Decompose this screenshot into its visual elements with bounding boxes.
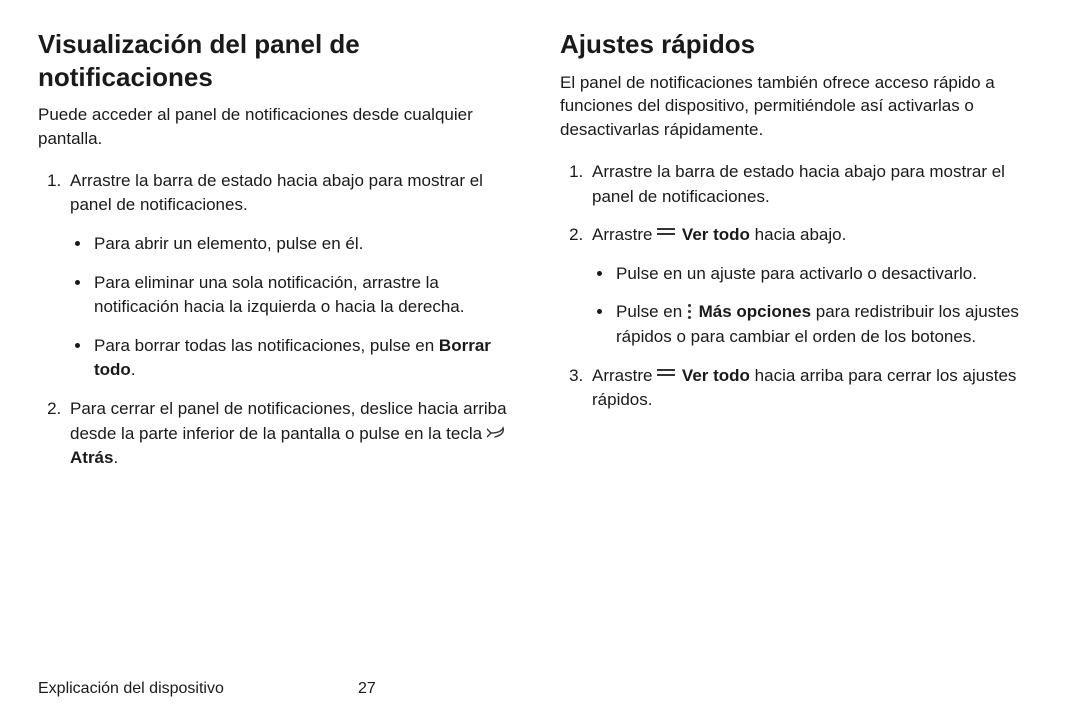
right-step-2: Arrastre Ver todo hacia abajo. Pulse en … [588,223,1042,350]
back-icon [487,426,507,440]
left-step-1-bullet-1: Para abrir un elemento, pulse en él. [92,232,520,257]
left-heading: Visualización del panel de notificacione… [38,28,520,93]
left-intro: Puede acceder al panel de notificaciones… [38,103,520,151]
left-step-2a: Para cerrar el panel de notificaciones, … [70,399,507,443]
drag-handle-icon [657,369,675,376]
left-step-1-bullet-2: Para eliminar una sola notificación, arr… [92,271,520,320]
right-step-3: Arrastre Ver todo hacia arriba para cerr… [588,364,1042,413]
right-step-2-bullet-2: Pulse en Más opciones para redistribuir … [614,300,1042,349]
left-step-1-bullet-3: Para borrar todas las notificaciones, pu… [92,334,520,383]
left-step-2b: Atrás [70,448,113,467]
right-step-2c: hacia abajo. [750,225,846,244]
right-b2b: Más opciones [699,302,811,321]
right-step-3b: Ver todo [682,366,750,385]
right-intro: El panel de notificaciones también ofrec… [560,71,1042,142]
footer: Explicación del dispositivo 27 [38,680,1042,698]
footer-page: 27 [358,680,376,698]
right-column: Ajustes rápidos El panel de notificacion… [560,28,1042,485]
left-b3c: . [131,360,136,379]
right-ordered-list: Arrastre la barra de estado hacia abajo … [560,160,1042,413]
right-step-2b: Ver todo [682,225,750,244]
left-step-2: Para cerrar el panel de notificaciones, … [66,397,520,471]
right-step-2-bullets: Pulse en un ajuste para activarlo o desa… [592,262,1042,350]
right-step-2-bullet-1: Pulse en un ajuste para activarlo o desa… [614,262,1042,287]
right-b2a: Pulse en [616,302,687,321]
right-step-2a: Arrastre [592,225,657,244]
left-b3a: Para borrar todas las notificaciones, pu… [94,336,439,355]
left-step-1-text: Arrastre la barra de estado hacia abajo … [70,171,483,215]
right-step-1: Arrastre la barra de estado hacia abajo … [588,160,1042,209]
footer-section: Explicación del dispositivo [38,680,224,697]
left-column: Visualización del panel de notificacione… [38,28,520,485]
left-ordered-list: Arrastre la barra de estado hacia abajo … [38,169,520,471]
drag-handle-icon [657,228,675,235]
left-step-1: Arrastre la barra de estado hacia abajo … [66,169,520,383]
left-step-1-bullets: Para abrir un elemento, pulse en él. Par… [70,232,520,383]
right-step-3a: Arrastre [592,366,657,385]
left-step-2c: . [113,448,118,467]
more-options-icon [687,304,692,320]
right-heading: Ajustes rápidos [560,28,1042,61]
